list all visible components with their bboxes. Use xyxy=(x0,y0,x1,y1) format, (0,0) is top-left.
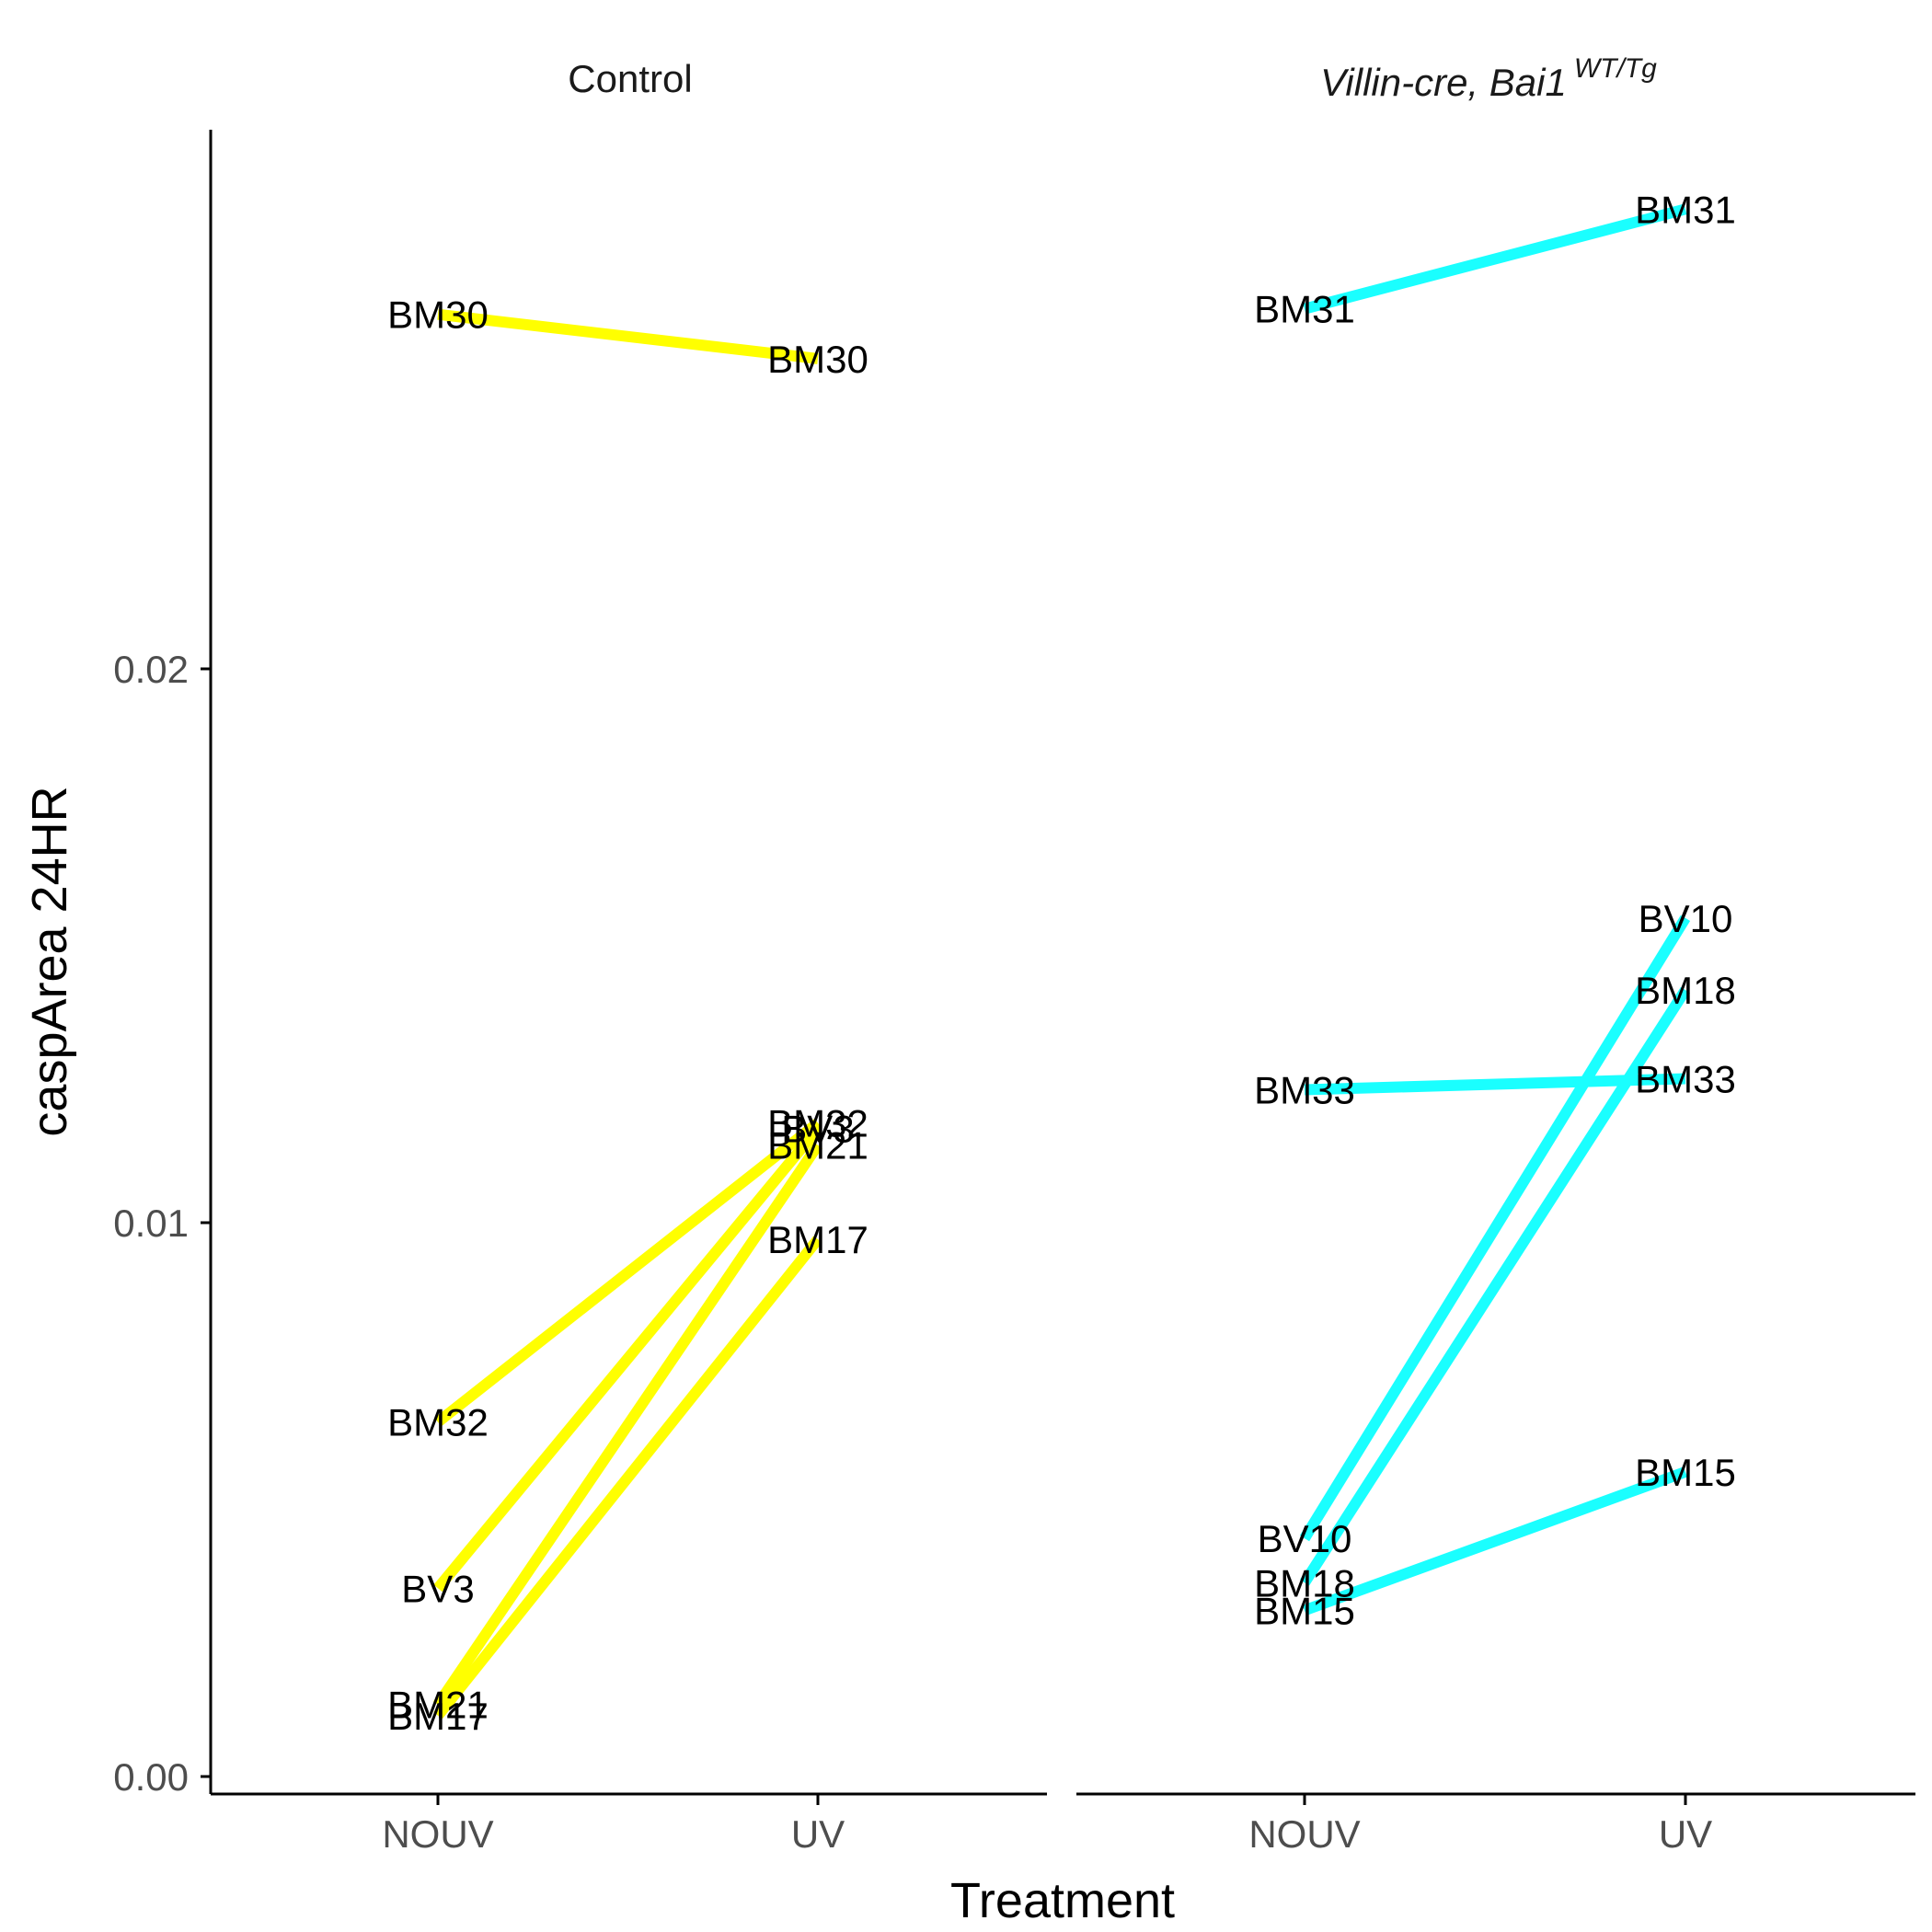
y-tick-label: 0.01 xyxy=(113,1202,189,1245)
y-tick-label: 0.00 xyxy=(113,1755,189,1799)
point-label-bv10: BV10 xyxy=(1639,897,1733,940)
panel-title-main: Villin-cre, Bai1 xyxy=(1320,61,1567,104)
point-label-bm18: BM18 xyxy=(1635,969,1736,1012)
series-line-bm17 xyxy=(433,1236,822,1719)
point-label-bv10: BV10 xyxy=(1258,1517,1352,1560)
point-label-bv3: BV3 xyxy=(401,1567,474,1610)
point-label-bm33: BM33 xyxy=(1635,1057,1736,1100)
panel-title-control: Control xyxy=(568,57,692,100)
x-axis-title: Treatment xyxy=(950,1873,1175,1928)
y-tick-label: 0.02 xyxy=(113,648,189,691)
x-tick-label-nouv: NOUV xyxy=(382,1812,493,1856)
panel-title-villin-cre-bai1: Villin-cre, Bai1 WT/Tg xyxy=(1320,53,1657,104)
panel-control: NOUV UVBM30BM30BM32BM32BV3BV3BM21BM21BM17… xyxy=(211,293,1047,1856)
series-line-bm18 xyxy=(1299,986,1691,1586)
series-line-bm21 xyxy=(433,1142,822,1708)
point-label-bm21: BM21 xyxy=(387,1684,489,1727)
series-line-bm32 xyxy=(434,1118,822,1427)
point-label-bm15: BM15 xyxy=(1254,1589,1355,1632)
point-label-bv3: BV3 xyxy=(781,1108,854,1151)
x-tick-label-nouv: NOUV xyxy=(1248,1812,1360,1856)
point-label-bm33: BM33 xyxy=(1254,1069,1355,1112)
panel-title-superscript: WT/Tg xyxy=(1574,53,1657,84)
point-label-bm17: BM17 xyxy=(767,1218,868,1261)
y-axis-title: caspArea 24HR xyxy=(22,786,77,1136)
point-label-bm31: BM31 xyxy=(1635,188,1736,231)
series-line-bm33 xyxy=(1304,1073,1686,1096)
y-axis: 0.00 0.01 0.02 xyxy=(113,130,213,1799)
point-label-bm15: BM15 xyxy=(1635,1451,1736,1494)
point-label-bm17: BM17 xyxy=(387,1695,489,1738)
point-label-bm31: BM31 xyxy=(1254,288,1355,331)
series-line-bm30 xyxy=(437,308,819,364)
point-label-bm18: BM18 xyxy=(1254,1561,1355,1604)
point-label-bm30: BM30 xyxy=(767,338,868,381)
point-label-bm21: BM21 xyxy=(767,1124,868,1167)
series-line-bv3 xyxy=(433,1124,822,1593)
series-line-bv10 xyxy=(1299,914,1691,1542)
x-tick-label-uv: UV xyxy=(1659,1812,1712,1856)
point-label-bm32: BM32 xyxy=(387,1401,489,1444)
series-line-bm31 xyxy=(1303,203,1687,315)
point-label-bm30: BM30 xyxy=(387,293,489,337)
x-tick-label-uv: UV xyxy=(791,1812,845,1856)
point-label-bm32: BM32 xyxy=(767,1102,868,1145)
series-line-bm15 xyxy=(1302,1466,1688,1616)
